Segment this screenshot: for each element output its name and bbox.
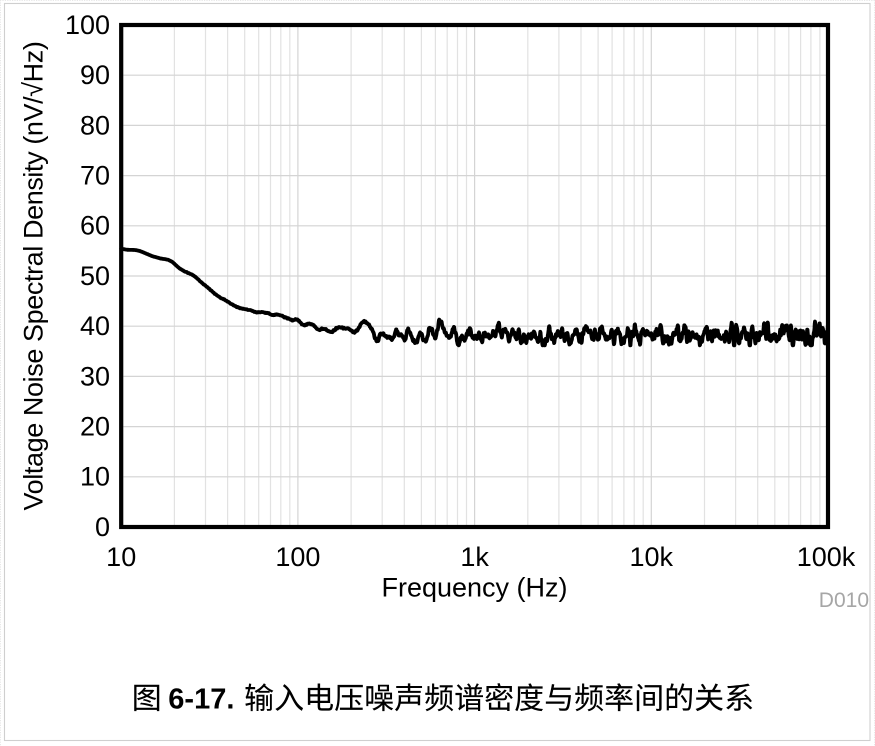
svg-text:100: 100 (65, 10, 110, 40)
svg-text:10k: 10k (630, 542, 674, 572)
svg-text:70: 70 (80, 161, 110, 191)
svg-text:50: 50 (80, 261, 110, 291)
svg-text:10: 10 (106, 542, 136, 572)
svg-text:60: 60 (80, 211, 110, 241)
svg-text:6-17.: 6-17. (168, 684, 234, 716)
svg-text:100k: 100k (797, 542, 856, 572)
svg-text:90: 90 (80, 60, 110, 90)
svg-text:30: 30 (80, 361, 110, 391)
svg-text:Frequency (Hz): Frequency (Hz) (381, 572, 567, 602)
svg-text:10: 10 (80, 462, 110, 492)
svg-text:D010: D010 (819, 589, 869, 612)
svg-text:0: 0 (95, 512, 110, 542)
svg-text:Voltage Noise Spectral Density: Voltage Noise Spectral Density (nV/√Hz) (19, 42, 49, 511)
svg-text:100: 100 (275, 542, 320, 572)
svg-text:1k: 1k (460, 542, 489, 572)
svg-text:80: 80 (80, 110, 110, 140)
svg-text:20: 20 (80, 412, 110, 442)
svg-text:40: 40 (80, 311, 110, 341)
